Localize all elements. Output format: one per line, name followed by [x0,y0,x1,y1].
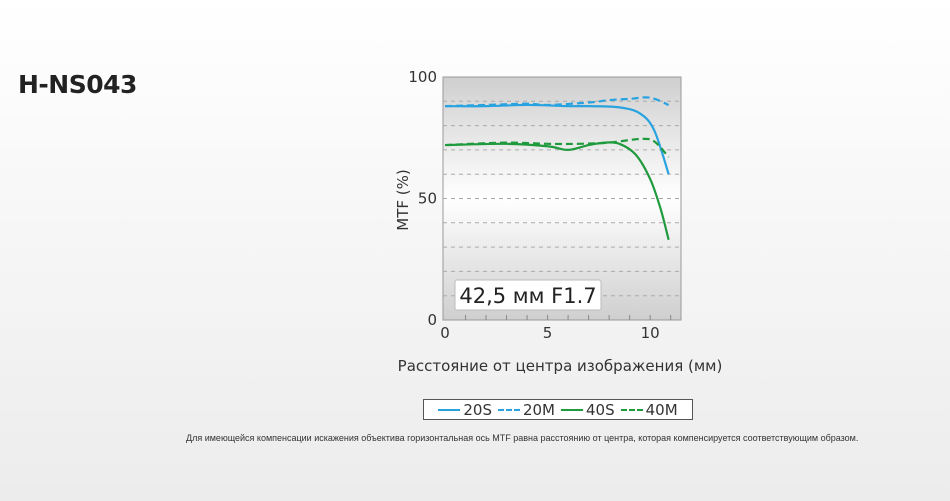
legend-item-20m: 20M [497,400,555,419]
x-axis-label: Расстояние от центра изображения (мм) [398,357,723,375]
dashed-line-icon [620,408,643,411]
legend-label: 40M [645,400,678,419]
footnote: Для имеющейся компенсации искажения объе… [186,433,859,443]
series-20m [444,96,670,108]
series-40m [444,137,670,158]
solid-line-icon [438,408,461,411]
y-tick-label: 50 [418,190,437,208]
solid-line-icon [561,408,583,411]
legend-label: 20S [463,400,492,419]
legend-item-20s: 20S [438,401,492,419]
y-tick-label: 100 [408,68,437,86]
lens-annotation: 42,5 мм F1.7 [459,284,596,308]
x-tick-label: 0 [440,324,450,342]
legend-item-40s: 40S [561,401,615,419]
y-axis-label: MTF (%) [394,169,412,230]
annotation-box: 42,5 мм F1.7 [454,279,602,311]
legend-label: 20M [522,400,555,419]
x-tick-label: 5 [543,324,553,342]
dashed-line-icon [497,408,520,411]
legend: 20S 20M 40S 40M [423,399,693,420]
legend-label: 40S [586,400,615,419]
y-tick-label: 0 [427,311,437,329]
x-tick-label: 10 [641,324,660,342]
legend-item-40m: 40M [620,400,678,419]
model-title: H-NS043 [18,70,137,99]
series-20s [444,103,670,175]
